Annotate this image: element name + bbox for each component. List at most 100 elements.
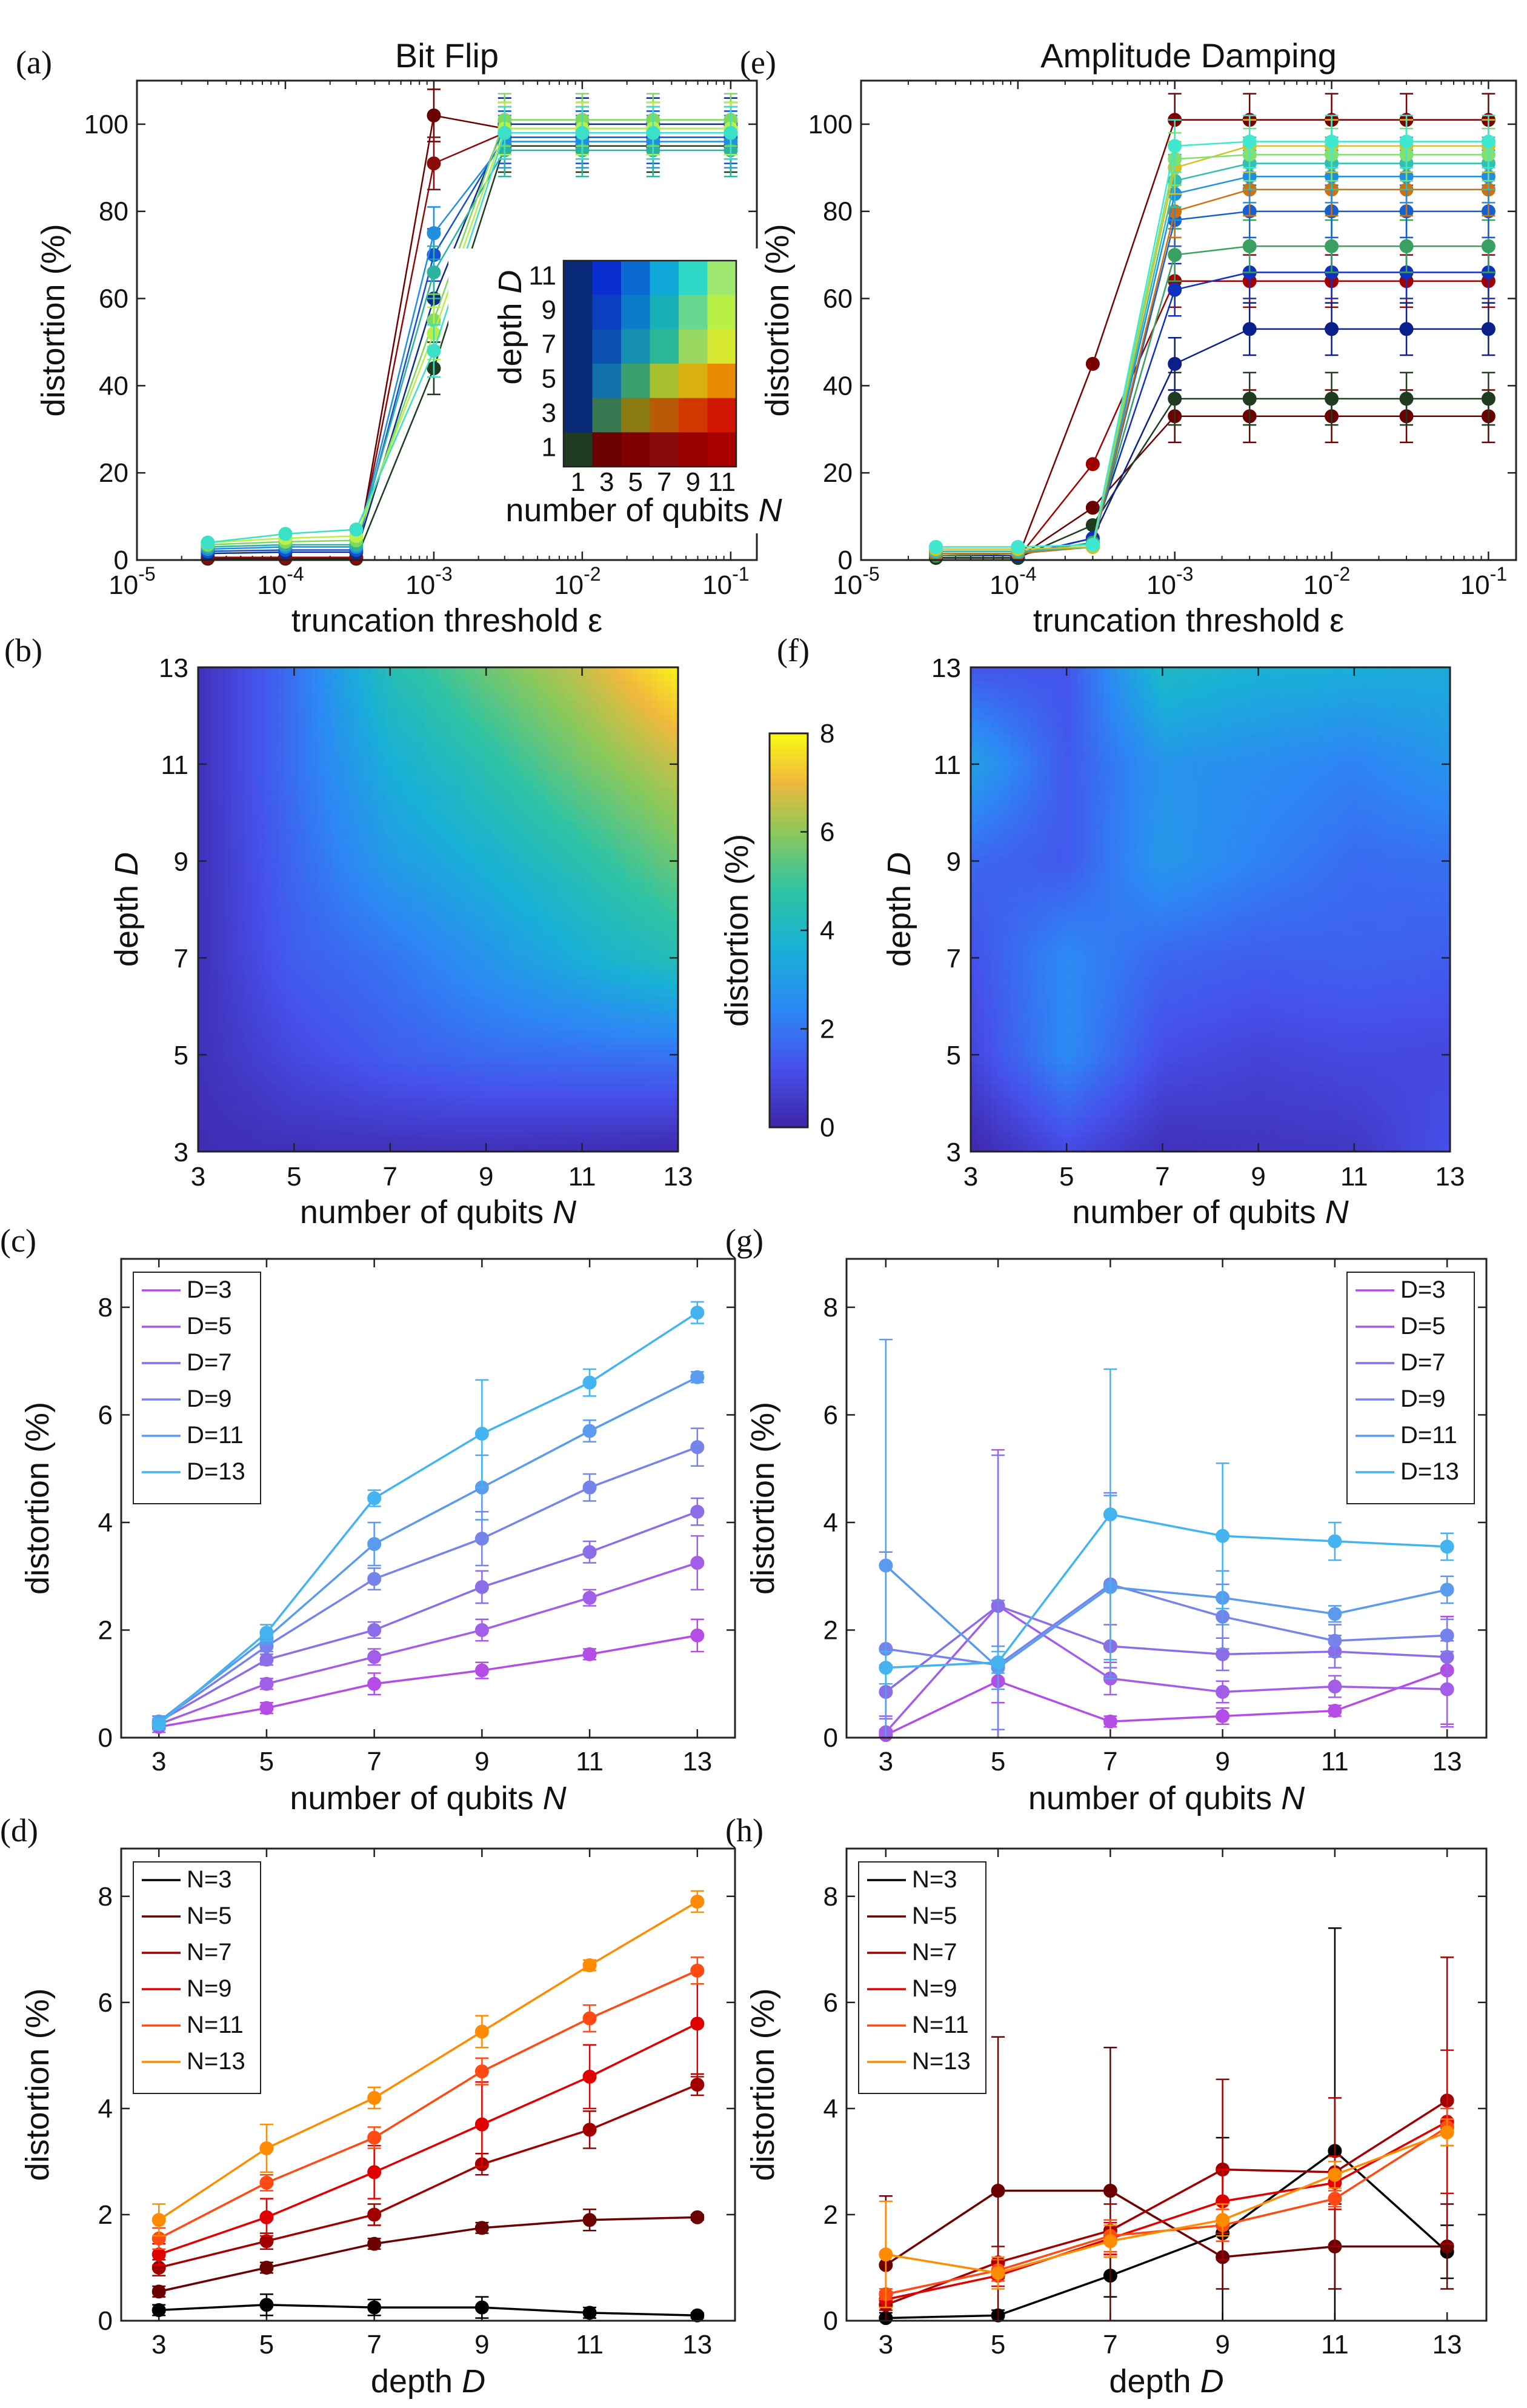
- heatmap-cell: [305, 970, 312, 978]
- heatmap-cell: [591, 835, 599, 843]
- heatmap-cell: [285, 976, 292, 984]
- heatmap-cell: [618, 909, 625, 917]
- heatmap-cell: [551, 916, 559, 924]
- heatmap-cell: [531, 942, 539, 950]
- heatmap-cell: [391, 822, 399, 829]
- heatmap-cell: [585, 916, 592, 924]
- heatmap-cell: [211, 1003, 219, 1011]
- heatmap-cell: [338, 970, 345, 978]
- heatmap-cell: [578, 674, 585, 681]
- heatmap-cell: [498, 788, 505, 796]
- heatmap-cell: [445, 761, 452, 769]
- heatmap-cell: [478, 681, 485, 688]
- heatmap-cell: [231, 707, 239, 715]
- heatmap-cell: [591, 707, 599, 715]
- heatmap-cell: [218, 755, 225, 762]
- heatmap-cell: [485, 876, 492, 883]
- heatmap-cell: [438, 741, 445, 749]
- heatmap-cell: [631, 795, 639, 802]
- heatmap-cell: [418, 963, 425, 970]
- heatmap-cell: [225, 896, 232, 904]
- heatmap-cell: [211, 795, 219, 802]
- heatmap-cell: [498, 916, 505, 924]
- heatmap-cell: [218, 909, 225, 917]
- heatmap-cell: [465, 896, 472, 904]
- heatmap-cell: [298, 781, 305, 789]
- heatmap-cell: [491, 694, 499, 702]
- heatmap-cell: [338, 674, 345, 681]
- heatmap-cell: [591, 963, 599, 970]
- heatmap-cell: [371, 922, 379, 930]
- inset-cell: [650, 364, 679, 399]
- heatmap-cell: [458, 809, 465, 816]
- heatmap-cell: [258, 815, 265, 822]
- heatmap-cell: [365, 970, 372, 978]
- heatmap-cell: [511, 963, 519, 970]
- heatmap-cell: [458, 701, 465, 709]
- heatmap-cell: [398, 916, 405, 924]
- heatmap-cell: [278, 929, 285, 937]
- heatmap-cell: [278, 922, 285, 930]
- data-point: [1242, 239, 1257, 253]
- heatmap-cell: [391, 701, 399, 709]
- heatmap-cell: [525, 761, 532, 769]
- heatmap-cell: [478, 788, 485, 796]
- heatmap-cell: [238, 862, 245, 870]
- heatmap-cell: [551, 829, 559, 836]
- heatmap-cell: [225, 815, 232, 822]
- heatmap-cell: [511, 761, 519, 769]
- heatmap-cell: [271, 970, 279, 978]
- heatmap-cell: [318, 849, 325, 856]
- heatmap-cell: [558, 876, 565, 883]
- data-point: [349, 522, 364, 537]
- heatmap-cell: [485, 815, 492, 822]
- heatmap-cell: [345, 909, 352, 917]
- heatmap-cell: [345, 674, 352, 681]
- heatmap-cell: [591, 741, 599, 749]
- heatmap-cell: [605, 942, 612, 950]
- heatmap-cell: [451, 983, 459, 991]
- heatmap-cell: [298, 835, 305, 843]
- heatmap-cell: [491, 687, 499, 695]
- data-point: [646, 125, 660, 140]
- heatmap-cell: [218, 1024, 225, 1031]
- heatmap-cell: [251, 727, 259, 735]
- series-line: [207, 149, 731, 548]
- heatmap-cell: [211, 727, 219, 735]
- heatmap-cell: [565, 869, 572, 876]
- heatmap-cell: [611, 795, 619, 802]
- heatmap-cell: [418, 970, 425, 978]
- heatmap-cell: [411, 889, 419, 896]
- heatmap-cell: [205, 775, 212, 782]
- heatmap-cell: [331, 882, 339, 890]
- heatmap-cell: [378, 707, 385, 715]
- heatmap-cell: [578, 734, 585, 742]
- heatmap-cell: [585, 889, 592, 896]
- heatmap-cell: [198, 781, 205, 789]
- heatmap-cell: [405, 1037, 412, 1045]
- heatmap-cell: [598, 809, 605, 816]
- heatmap-cell: [298, 990, 305, 998]
- heatmap-cell: [291, 1030, 299, 1038]
- heatmap-cell: [471, 1044, 479, 1052]
- heatmap-cell: [565, 1017, 572, 1024]
- heatmap-cell: [385, 942, 392, 950]
- heatmap-cell: [671, 882, 679, 890]
- heatmap-cell: [318, 822, 325, 829]
- heatmap-cell: [318, 970, 325, 978]
- heatmap-cell: [358, 801, 365, 809]
- heatmap-cell: [411, 896, 419, 904]
- heatmap-cell: [278, 950, 285, 957]
- heatmap-cell: [458, 829, 465, 836]
- heatmap-cell: [358, 963, 365, 970]
- heatmap-cell: [418, 734, 425, 742]
- heatmap-cell: [251, 781, 259, 789]
- heatmap-cell: [551, 855, 559, 863]
- heatmap-cell: [631, 829, 639, 836]
- heatmap-cell: [551, 801, 559, 809]
- heatmap-cell: [578, 996, 585, 1004]
- heatmap-cell: [238, 963, 245, 970]
- heatmap-cell: [658, 1037, 665, 1045]
- heatmap-cell: [405, 983, 412, 991]
- heatmap-cell: [618, 1010, 625, 1018]
